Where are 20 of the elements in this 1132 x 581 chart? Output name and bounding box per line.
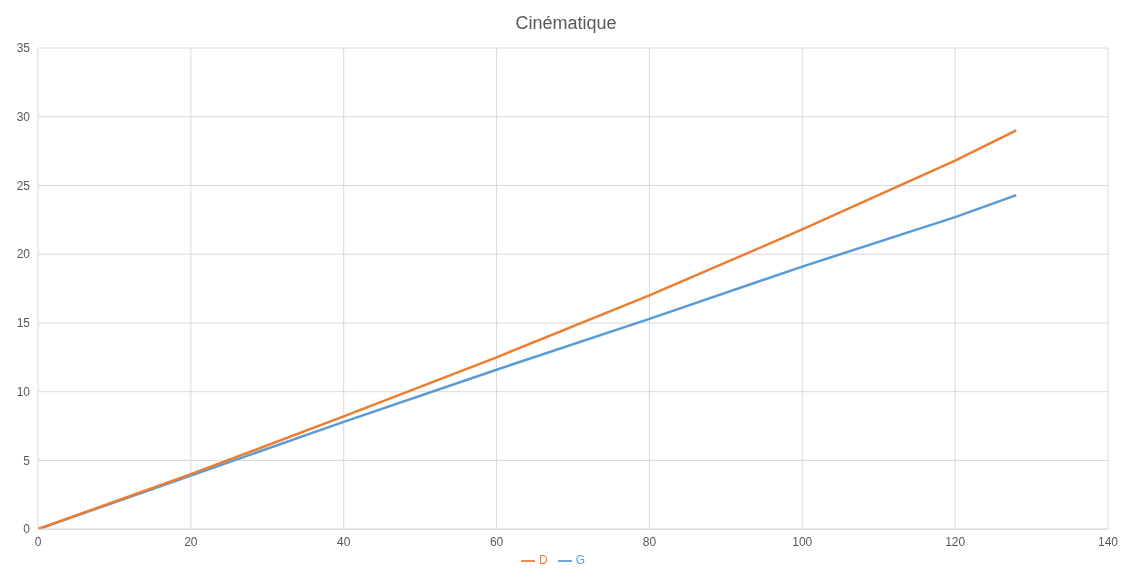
x-tick-label: 100	[792, 534, 813, 549]
x-tick-label: 140	[1097, 534, 1119, 549]
legend-label: G	[575, 553, 585, 568]
x-tick-label: 120	[945, 534, 966, 549]
y-tick-label: 20	[16, 247, 31, 262]
line-series	[38, 129, 1018, 530]
x-tick-label: 60	[489, 534, 504, 549]
y-tick-label: 30	[16, 110, 31, 124]
y-tick-label: 0	[23, 522, 31, 537]
y-tick-label: 10	[16, 384, 31, 399]
y-tick-label: 5	[23, 453, 31, 468]
x-tick-label: 0	[34, 534, 42, 549]
y-tick-label: 25	[16, 178, 31, 193]
legend-label: D	[538, 553, 548, 568]
x-tick-label: 20	[184, 534, 198, 549]
x-tick-label: 40	[337, 534, 351, 549]
y-tick-label: 15	[16, 316, 31, 331]
x-tick-label: 80	[642, 534, 657, 549]
y-tick-label: 35	[16, 41, 31, 56]
chart-title: Cinématique	[514, 12, 618, 35]
